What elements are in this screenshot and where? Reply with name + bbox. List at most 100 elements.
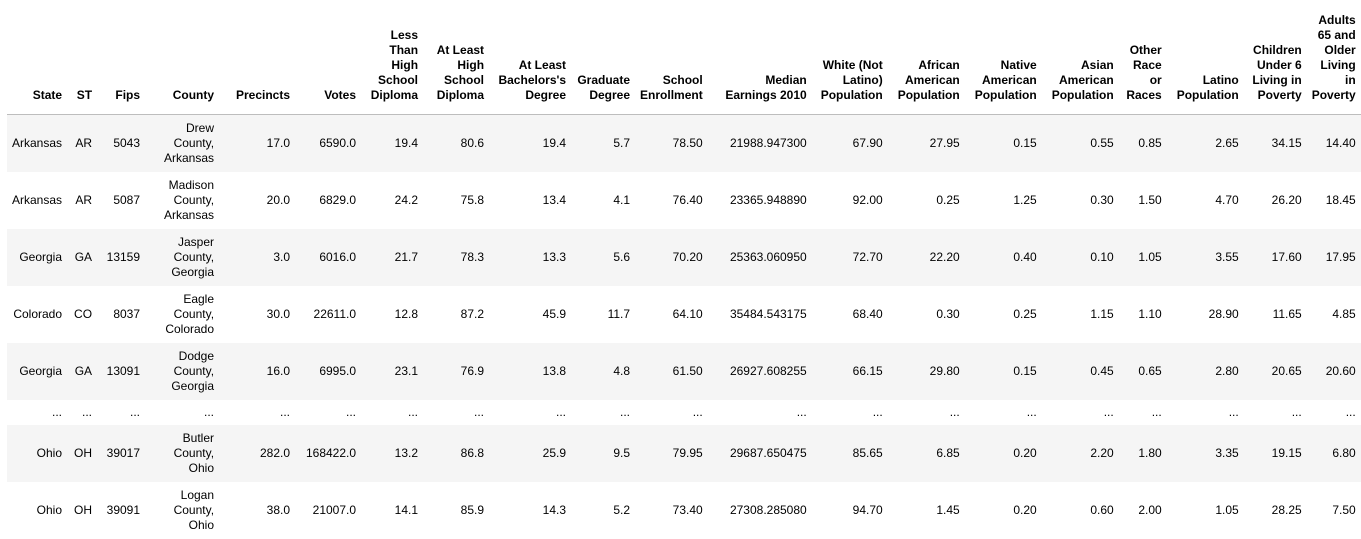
table-cell: Eagle County, Colorado: [145, 286, 219, 343]
table-cell: 1.15: [1042, 286, 1119, 343]
table-cell: Logan County, Ohio: [145, 482, 219, 539]
table-cell: 20.60: [1307, 343, 1361, 400]
table-cell: 6.80: [1307, 425, 1361, 482]
table-cell: 20.65: [1244, 343, 1307, 400]
table-cell: Jasper County, Georgia: [145, 229, 219, 286]
table-cell: 6995.0: [295, 343, 361, 400]
table-cell: ...: [708, 400, 812, 425]
table-cell: 0.10: [1042, 229, 1119, 286]
table-cell: 94.70: [812, 482, 888, 539]
table-cell: 75.8: [423, 172, 489, 229]
table-cell: 76.9: [423, 343, 489, 400]
table-cell: ...: [1119, 400, 1167, 425]
table-cell: 3.35: [1167, 425, 1244, 482]
table-cell: 45.9: [489, 286, 571, 343]
table-cell: ...: [1244, 400, 1307, 425]
table-cell: 85.9: [423, 482, 489, 539]
table-cell: Butler County, Ohio: [145, 425, 219, 482]
table-cell: CO: [67, 286, 97, 343]
table-cell: Ohio: [7, 482, 67, 539]
table-cell: ...: [7, 400, 67, 425]
table-cell: AR: [67, 172, 97, 229]
table-cell: ...: [423, 400, 489, 425]
table-cell: 17.0: [219, 115, 295, 173]
table-cell: 22611.0: [295, 286, 361, 343]
table-cell: 8037: [97, 286, 145, 343]
table-cell: 4.85: [1307, 286, 1361, 343]
table-cell: ...: [965, 400, 1042, 425]
table-cell: Ohio: [7, 425, 67, 482]
table-cell: ...: [145, 400, 219, 425]
table-cell: 0.85: [1119, 115, 1167, 173]
table-cell: 67.90: [812, 115, 888, 173]
dataframe-table: State ST Fips County Precincts Votes Les…: [7, 0, 1361, 539]
table-cell: 3.0: [219, 229, 295, 286]
column-header: Asian American Population: [1042, 0, 1119, 115]
table-cell: 26927.608255: [708, 343, 812, 400]
table-cell: 2.20: [1042, 425, 1119, 482]
table-cell: Dodge County, Georgia: [145, 343, 219, 400]
table-cell: 24.2: [361, 172, 423, 229]
column-header: Median Earnings 2010: [708, 0, 812, 115]
table-cell: 78.3: [423, 229, 489, 286]
table-cell: 34.15: [1244, 115, 1307, 173]
table-cell: ...: [67, 400, 97, 425]
column-header: School Enrollment: [635, 0, 708, 115]
table-cell: 26.20: [1244, 172, 1307, 229]
table-cell: 1.45: [888, 482, 965, 539]
column-header: Votes: [295, 0, 361, 115]
ellipsis-row: ........................................…: [7, 400, 1361, 425]
table-cell: 13.2: [361, 425, 423, 482]
table-cell: 3.55: [1167, 229, 1244, 286]
table-cell: 35484.543175: [708, 286, 812, 343]
table-cell: 14.40: [1307, 115, 1361, 173]
table-cell: 1.05: [1119, 229, 1167, 286]
table-cell: Georgia: [7, 343, 67, 400]
table-cell: GA: [67, 343, 97, 400]
column-header: Precincts: [219, 0, 295, 115]
column-header: Latino Population: [1167, 0, 1244, 115]
table-cell: 13.4: [489, 172, 571, 229]
table-cell: 6016.0: [295, 229, 361, 286]
table-cell: 5087: [97, 172, 145, 229]
table-cell: 4.70: [1167, 172, 1244, 229]
table-cell: 1.05: [1167, 482, 1244, 539]
table-cell: 0.25: [965, 286, 1042, 343]
table-cell: Arkansas: [7, 172, 67, 229]
table-cell: 2.65: [1167, 115, 1244, 173]
table-cell: Colorado: [7, 286, 67, 343]
table-cell: 79.95: [635, 425, 708, 482]
table-cell: 27308.285080: [708, 482, 812, 539]
table-cell: ...: [295, 400, 361, 425]
table-cell: 92.00: [812, 172, 888, 229]
table-cell: 0.20: [965, 425, 1042, 482]
table-cell: 2.00: [1119, 482, 1167, 539]
table-cell: 0.30: [1042, 172, 1119, 229]
column-header: Fips: [97, 0, 145, 115]
table-cell: 5.2: [571, 482, 635, 539]
table-cell: 13.3: [489, 229, 571, 286]
table-cell: ...: [635, 400, 708, 425]
table-cell: 21.7: [361, 229, 423, 286]
column-header: County: [145, 0, 219, 115]
column-header: Adults 65 and Older Living in Poverty: [1307, 0, 1361, 115]
column-header: Less Than High School Diploma: [361, 0, 423, 115]
column-header: ST: [67, 0, 97, 115]
table-cell: 29687.650475: [708, 425, 812, 482]
table-cell: 39091: [97, 482, 145, 539]
table-cell: ...: [571, 400, 635, 425]
table-cell: 73.40: [635, 482, 708, 539]
table-cell: 87.2: [423, 286, 489, 343]
column-header: Graduate Degree: [571, 0, 635, 115]
table-cell: 5.7: [571, 115, 635, 173]
table-cell: OH: [67, 482, 97, 539]
table-cell: 17.60: [1244, 229, 1307, 286]
table-cell: 13.8: [489, 343, 571, 400]
table-cell: 80.6: [423, 115, 489, 173]
table-cell: 38.0: [219, 482, 295, 539]
